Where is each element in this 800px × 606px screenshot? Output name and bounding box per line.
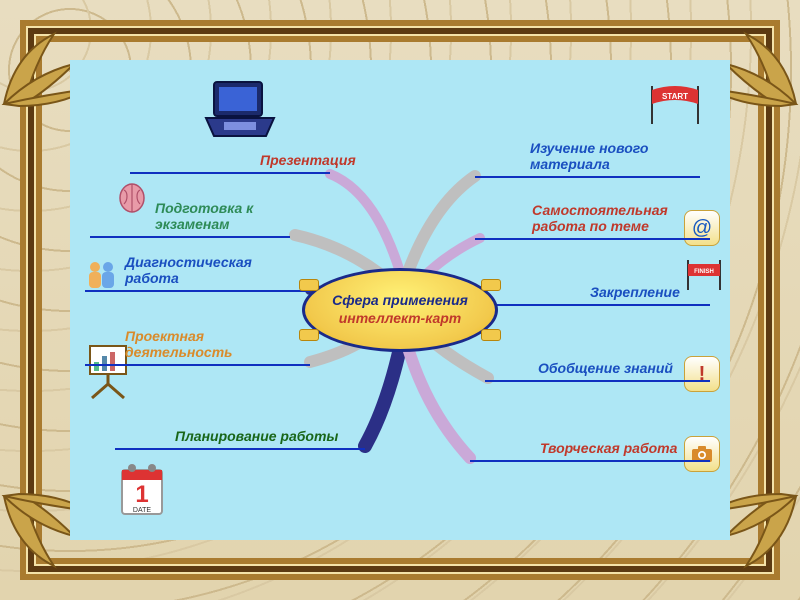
- branch-underline-generalize: [485, 380, 710, 382]
- branch-underline-self-study: [475, 238, 710, 240]
- branch-label-presentation: Презентация: [260, 152, 356, 168]
- branch-underline-exam-prep: [90, 236, 290, 238]
- branch-label-exam-prep: Подготовка к экзаменам: [155, 200, 253, 232]
- branch-label-planning: Планирование работы: [175, 428, 338, 444]
- branch-label-project: Проектная деятельность: [125, 328, 232, 360]
- branch-label-generalize: Обобщение знаний: [538, 360, 673, 376]
- branch-underline-presentation: [130, 172, 330, 174]
- mindmap-center: Сфера применения интеллект-карт: [302, 268, 498, 352]
- branch-label-new-material: Изучение нового материала: [530, 140, 648, 172]
- laptop-icon: [200, 78, 280, 148]
- brain-icon: [112, 180, 152, 216]
- camera-icon: [684, 436, 720, 472]
- branch-label-creative: Творческая работа: [540, 440, 677, 456]
- branch-underline-planning: [115, 448, 365, 450]
- branch-underline-diagnostic: [85, 290, 310, 292]
- branch-underline-creative: [470, 460, 710, 462]
- finish-banner-icon: FINISH: [682, 258, 726, 292]
- people-icon: [84, 258, 120, 292]
- svg-text:FINISH: FINISH: [694, 269, 714, 275]
- at-sign-icon: @: [684, 210, 720, 246]
- branch-label-diagnostic: Диагностическая работа: [125, 254, 252, 286]
- branch-underline-new-material: [475, 176, 700, 178]
- center-line1: Сфера применения: [332, 292, 468, 310]
- center-line2: интеллект-карт: [339, 310, 462, 328]
- svg-text:DATE: DATE: [133, 507, 151, 514]
- mindmap-panel: 1DATE START @ FINISH ! Презентация Подгот…: [70, 60, 730, 540]
- start-banner-icon: START: [644, 82, 706, 126]
- branch-label-consolidation: Закрепление: [590, 284, 680, 300]
- calendar-icon: 1DATE: [116, 460, 168, 520]
- exclamation-icon: !: [684, 356, 720, 392]
- svg-text:START: START: [662, 92, 688, 101]
- branch-label-self-study: Самостоятельная работа по теме: [532, 202, 668, 234]
- svg-text:1: 1: [135, 481, 148, 508]
- branch-underline-consolidation: [490, 304, 710, 306]
- branch-underline-project: [85, 364, 310, 366]
